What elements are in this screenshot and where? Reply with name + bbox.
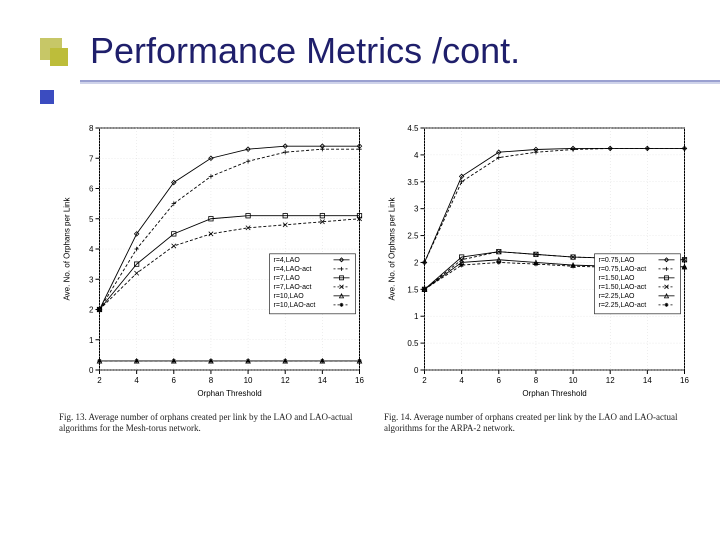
svg-text:3: 3 bbox=[414, 205, 419, 214]
svg-text:3.5: 3.5 bbox=[407, 178, 419, 187]
charts-row: 246810121416012345678Orphan ThresholdAve… bbox=[55, 120, 695, 440]
svg-text:0: 0 bbox=[89, 366, 94, 375]
svg-text:2: 2 bbox=[422, 376, 427, 385]
svg-text:1: 1 bbox=[89, 336, 94, 345]
svg-text:1.5: 1.5 bbox=[407, 285, 419, 294]
svg-text:Ave. No. of Orphans per Link: Ave. No. of Orphans per Link bbox=[388, 196, 397, 300]
svg-text:6: 6 bbox=[497, 376, 502, 385]
chart-left: 246810121416012345678Orphan ThresholdAve… bbox=[55, 120, 370, 400]
svg-text:14: 14 bbox=[318, 376, 327, 385]
svg-text:14: 14 bbox=[643, 376, 652, 385]
svg-text:Orphan Threshold: Orphan Threshold bbox=[197, 389, 261, 398]
svg-text:0.5: 0.5 bbox=[407, 339, 419, 348]
title-underline bbox=[80, 80, 720, 82]
svg-text:r=10,LAO-act: r=10,LAO-act bbox=[274, 302, 316, 309]
chart-right: 2 4 6 8 10 12 14 16 0 0.5 1 1.5 2 2.5 3 3.5 4 4.5 Orphan T… bbox=[380, 120, 695, 400]
svg-text:4.5: 4.5 bbox=[407, 124, 419, 133]
svg-text:r=1.50,LAO: r=1.50,LAO bbox=[599, 275, 636, 282]
svg-text:4: 4 bbox=[134, 376, 139, 385]
svg-text:10: 10 bbox=[569, 376, 578, 385]
svg-text:5: 5 bbox=[89, 215, 94, 224]
caption-right: Fig. 14. Average number of orphans creat… bbox=[384, 412, 691, 435]
svg-text:2.5: 2.5 bbox=[407, 232, 419, 241]
svg-text:4: 4 bbox=[414, 151, 419, 160]
accent-square bbox=[40, 90, 54, 104]
svg-text:Ave. No. of Orphans per Link: Ave. No. of Orphans per Link bbox=[63, 196, 72, 300]
svg-text:r=10,LAO: r=10,LAO bbox=[274, 293, 305, 300]
svg-text:2: 2 bbox=[97, 376, 102, 385]
svg-text:r=4,LAO: r=4,LAO bbox=[274, 257, 301, 264]
svg-text:16: 16 bbox=[680, 376, 689, 385]
svg-text:10: 10 bbox=[244, 376, 253, 385]
title-bullet-icon bbox=[40, 38, 70, 68]
svg-text:8: 8 bbox=[209, 376, 214, 385]
svg-text:1: 1 bbox=[414, 312, 419, 321]
svg-text:12: 12 bbox=[281, 376, 290, 385]
svg-text:r=4,LAO-act: r=4,LAO-act bbox=[274, 266, 312, 273]
svg-text:r=2.25,LAO: r=2.25,LAO bbox=[599, 293, 636, 300]
svg-text:r=1.50,LAO-act: r=1.50,LAO-act bbox=[599, 284, 647, 291]
svg-text:r=7,LAO: r=7,LAO bbox=[274, 275, 301, 282]
svg-text:8: 8 bbox=[89, 124, 94, 133]
svg-text:12: 12 bbox=[606, 376, 615, 385]
svg-text:r=0.75,LAO-act: r=0.75,LAO-act bbox=[599, 266, 647, 273]
chart-left-wrap: 246810121416012345678Orphan ThresholdAve… bbox=[55, 120, 370, 440]
svg-text:4: 4 bbox=[459, 376, 464, 385]
svg-text:7: 7 bbox=[89, 154, 94, 163]
svg-text:0: 0 bbox=[414, 366, 419, 375]
svg-text:2: 2 bbox=[89, 306, 94, 315]
slide-title-bar: Performance Metrics /cont. bbox=[40, 30, 690, 90]
svg-text:8: 8 bbox=[534, 376, 539, 385]
svg-text:4: 4 bbox=[89, 245, 94, 254]
svg-text:r=2.25,LAO-act: r=2.25,LAO-act bbox=[599, 302, 647, 309]
svg-text:2: 2 bbox=[414, 258, 419, 267]
chart-right-wrap: 2 4 6 8 10 12 14 16 0 0.5 1 1.5 2 2.5 3 3.5 4 4.5 Orphan T… bbox=[380, 120, 695, 440]
svg-text:16: 16 bbox=[355, 376, 364, 385]
svg-text:3: 3 bbox=[89, 275, 94, 284]
svg-text:r=7,LAO-act: r=7,LAO-act bbox=[274, 284, 312, 291]
caption-left: Fig. 13. Average number of orphans creat… bbox=[59, 412, 366, 435]
svg-text:Orphan Threshold: Orphan Threshold bbox=[522, 389, 586, 398]
svg-text:r=0.75,LAO: r=0.75,LAO bbox=[599, 257, 636, 264]
svg-text:6: 6 bbox=[172, 376, 177, 385]
svg-text:6: 6 bbox=[89, 185, 94, 194]
slide-title: Performance Metrics /cont. bbox=[90, 30, 520, 72]
